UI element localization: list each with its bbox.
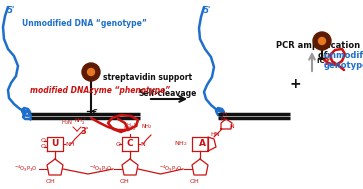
Circle shape	[318, 37, 326, 44]
Text: O: O	[41, 145, 45, 149]
Text: HN: HN	[210, 132, 220, 138]
Text: U: U	[51, 139, 59, 149]
Text: N: N	[140, 142, 145, 146]
Text: +: +	[289, 77, 301, 91]
Text: 3': 3'	[80, 127, 88, 136]
Text: N: N	[229, 125, 234, 129]
Text: OH: OH	[190, 179, 200, 184]
Circle shape	[313, 32, 331, 50]
Text: Self-cleavage: Self-cleavage	[139, 89, 197, 98]
Text: A: A	[199, 139, 205, 149]
Text: $^+$H$_3$N: $^+$H$_3$N	[122, 121, 139, 131]
Text: Unmodified DNA “genotype”: Unmodified DNA “genotype”	[22, 19, 147, 28]
Text: O: O	[41, 139, 45, 143]
Text: H: H	[222, 112, 226, 117]
Text: $^{-4}$O$_9$P$_3$O: $^{-4}$O$_9$P$_3$O	[89, 164, 113, 174]
Text: 5': 5'	[6, 6, 15, 15]
Text: rC: rC	[316, 58, 325, 64]
Text: NH$_2^+$: NH$_2^+$	[74, 117, 87, 127]
Circle shape	[82, 63, 100, 81]
Text: N: N	[221, 117, 225, 122]
Text: $^{-4}$O$_9$P$_3$O: $^{-4}$O$_9$P$_3$O	[14, 164, 38, 174]
Text: NH: NH	[65, 142, 74, 146]
Text: 5': 5'	[202, 6, 211, 15]
Text: OH: OH	[120, 179, 130, 184]
Text: modified DNAzyme “phenotype”: modified DNAzyme “phenotype”	[30, 86, 170, 95]
Text: NH$_2$: NH$_2$	[123, 124, 137, 133]
Circle shape	[87, 68, 94, 75]
Text: C: C	[127, 139, 133, 149]
Text: H$_2$N: H$_2$N	[61, 118, 73, 127]
Text: OH: OH	[45, 179, 55, 184]
Text: unmodified DNA: unmodified DNA	[324, 51, 363, 60]
Text: O: O	[115, 142, 121, 146]
Text: NH$_2$: NH$_2$	[175, 139, 188, 148]
Text: streptavidin support: streptavidin support	[103, 74, 192, 83]
Text: of: of	[318, 51, 330, 60]
Text: $^{-4}$O$_9$P$_3$O: $^{-4}$O$_9$P$_3$O	[159, 164, 183, 174]
Text: rC: rC	[89, 109, 98, 115]
Text: genotype: genotype	[324, 61, 363, 70]
Text: 3': 3'	[323, 58, 331, 67]
Text: NH$_2$: NH$_2$	[141, 122, 153, 131]
Text: PCR amplification: PCR amplification	[276, 41, 360, 50]
